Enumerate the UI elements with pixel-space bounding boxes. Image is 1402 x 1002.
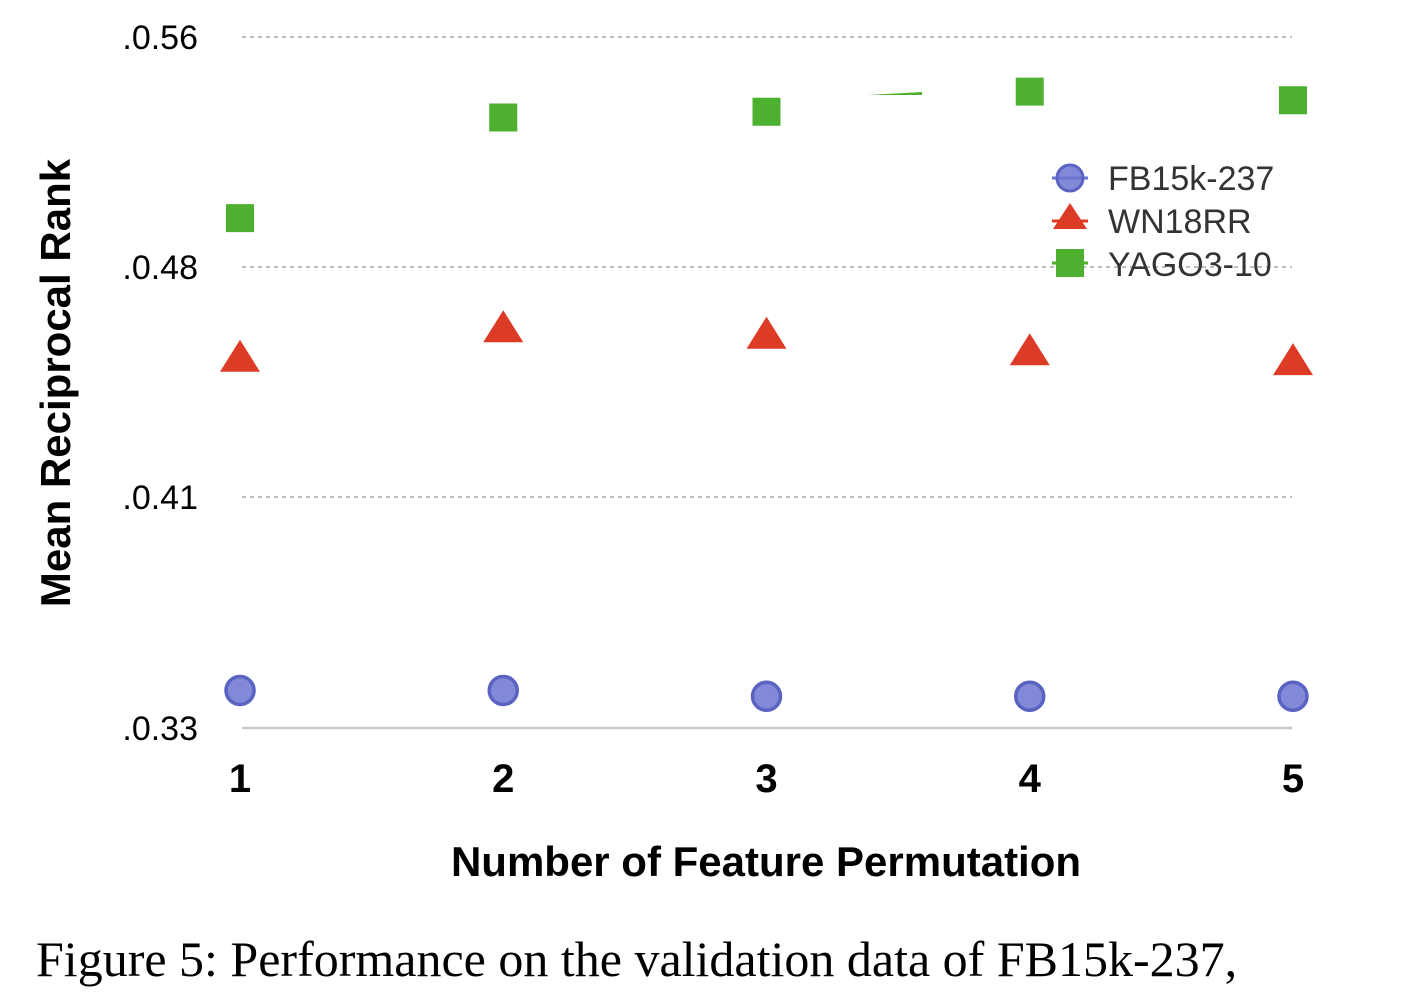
point-fb15k-237: [750, 680, 783, 712]
legend-item-wn18rr: WN18RR: [1052, 203, 1252, 241]
point-wn18rr: [1273, 343, 1313, 376]
legend-item-fb15k-237: FB15k-237: [1052, 160, 1274, 198]
legend-triangle-icon: [1053, 203, 1087, 229]
x-tick-label: 5: [1282, 757, 1304, 801]
legend-label-fb15k-237: FB15k-237: [1108, 160, 1274, 198]
point-wn18rr: [483, 310, 524, 343]
point-yago3-10: [226, 204, 254, 233]
point-yago3-10: [752, 97, 781, 126]
line-artifact: [868, 92, 922, 95]
y-tick-label: .0.48: [122, 249, 198, 287]
data-points: [220, 77, 1313, 712]
legend-label-wn18rr: WN18RR: [1108, 203, 1252, 241]
point-wn18rr: [1009, 333, 1050, 366]
x-tick-label: 4: [1019, 757, 1042, 801]
y-tick-label: .0.33: [122, 710, 198, 748]
x-tick-label: 2: [492, 757, 514, 801]
x-axis-ticks: 1 2 3 4 5: [229, 757, 1304, 801]
legend: FB15k-237 WN18RR YAGO3-10: [1052, 160, 1274, 284]
point-fb15k-237: [487, 674, 519, 707]
y-axis-title: Mean Reciprocal Rank: [32, 158, 79, 607]
point-fb15k-237: [1014, 680, 1046, 712]
point-wn18rr: [746, 316, 787, 349]
x-tick-label: 3: [755, 757, 777, 801]
legend-label-yago3-10: YAGO3-10: [1108, 246, 1272, 284]
y-tick-label: .0.56: [122, 19, 198, 57]
point-yago3-10: [1279, 86, 1307, 115]
figure-caption: Figure 5: Performance on the validation …: [36, 928, 1376, 990]
point-fb15k-237: [224, 674, 256, 707]
point-wn18rr: [220, 339, 260, 372]
gridlines: [242, 36, 1292, 498]
legend-circle-icon: [1055, 163, 1085, 193]
x-tick-label: 1: [229, 757, 251, 801]
y-tick-label: .0.41: [122, 479, 198, 517]
figure-caption-line-1: Figure 5: Performance on the validation …: [36, 931, 1238, 987]
legend-item-yago3-10: YAGO3-10: [1052, 246, 1272, 284]
x-axis-title: Number of Feature Permutation: [451, 838, 1081, 885]
legend-square-icon: [1056, 249, 1084, 277]
point-fb15k-237: [1277, 680, 1309, 712]
point-yago3-10: [489, 103, 518, 132]
point-yago3-10: [1015, 77, 1044, 106]
y-axis-ticks: .0.56 .0.48 .0.41 .0.33: [122, 19, 198, 748]
